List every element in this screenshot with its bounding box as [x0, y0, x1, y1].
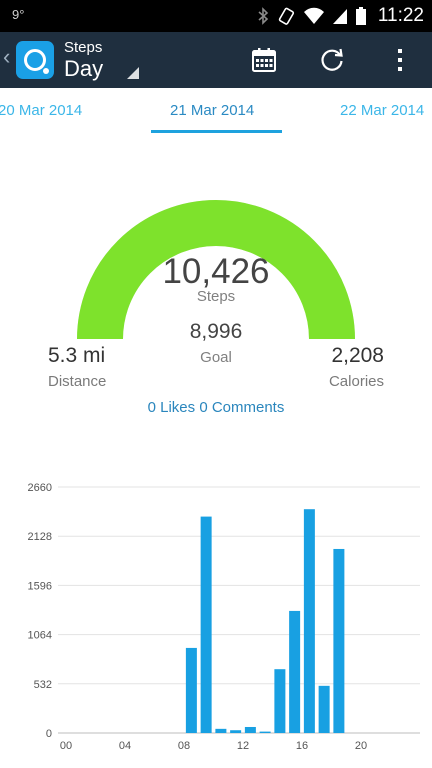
tab-indicator — [151, 130, 282, 133]
tab-current-day[interactable]: 21 Mar 2014 — [170, 102, 255, 119]
status-time: 11:22 — [377, 5, 424, 26]
y-tick-label: 0 — [46, 728, 52, 740]
vibrate-icon — [278, 7, 294, 25]
distance-value: 5.3 mi — [48, 344, 106, 367]
app-logo[interactable] — [16, 41, 54, 79]
gauge-fill — [77, 200, 355, 340]
status-icons: 11:22 — [257, 5, 424, 27]
tab-next-day[interactable]: 22 Mar 2014 — [340, 102, 425, 119]
app-title: Steps — [64, 39, 103, 56]
chart-bar — [259, 731, 271, 733]
view-mode-spinner[interactable]: Day — [64, 56, 104, 81]
back-chevron-icon[interactable]: ‹ — [3, 44, 11, 69]
battery-icon — [355, 7, 366, 25]
x-tick-label: 12 — [237, 740, 249, 752]
chart-bar — [318, 685, 330, 733]
y-tick-label: 532 — [34, 679, 52, 691]
signal-icon — [332, 9, 347, 24]
steps-gauge — [77, 200, 355, 340]
sync-icon — [321, 48, 343, 71]
x-tick-label: 20 — [355, 740, 367, 752]
chart-bar — [303, 509, 315, 733]
tab-previous-day[interactable]: 20 Mar 2014 — [0, 102, 83, 119]
app-bar: ‹ Steps Day — [0, 32, 432, 88]
hourly-steps-chart: 0 532 1064 1596 2128 2660 00 04 08 12 16 20 — [28, 482, 420, 752]
likes-comments-link[interactable]: 0 Likes 0 Comments — [147, 399, 285, 416]
y-tick-label: 2128 — [28, 531, 52, 543]
calories-label: Calories — [328, 373, 384, 390]
calendar-icon — [252, 48, 276, 72]
date-tabs: 20 Mar 2014 21 Mar 2014 22 Mar 2014 — [0, 88, 432, 136]
chart-bar — [333, 548, 345, 733]
y-tick-label: 1064 — [28, 630, 52, 642]
goal-value: 8,996 — [189, 320, 243, 343]
overflow-menu-icon — [398, 49, 402, 71]
chart-bar — [200, 516, 212, 733]
bluetooth-icon — [258, 7, 269, 25]
wifi-icon — [303, 7, 324, 24]
status-bar: 9° 11:22 — [0, 0, 432, 32]
chart-bar — [244, 726, 256, 733]
goal-label: Goal — [200, 349, 232, 366]
overflow-menu-button[interactable] — [384, 44, 416, 76]
chart-bar — [215, 728, 227, 733]
steps-value: 10,426 — [162, 252, 270, 291]
x-tick-label: 16 — [296, 740, 308, 752]
sync-ring-icon — [24, 49, 46, 71]
y-tick-label: 2660 — [28, 482, 52, 494]
steps-label: Steps — [196, 288, 236, 305]
status-temperature: 9° — [12, 7, 25, 22]
chart-bar — [274, 669, 286, 733]
chart-bar — [230, 730, 242, 733]
chart-bar — [289, 610, 301, 733]
calendar-button[interactable] — [248, 44, 280, 76]
distance-label: Distance — [48, 373, 107, 390]
calories-value: 2,208 — [331, 344, 384, 367]
x-tick-label: 00 — [60, 740, 72, 752]
chart-bar — [185, 647, 197, 733]
x-tick-label: 08 — [178, 740, 190, 752]
x-tick-label: 04 — [119, 740, 131, 752]
y-tick-label: 1596 — [28, 580, 52, 592]
spinner-arrow-icon[interactable] — [127, 67, 139, 79]
sync-button[interactable] — [316, 44, 348, 76]
